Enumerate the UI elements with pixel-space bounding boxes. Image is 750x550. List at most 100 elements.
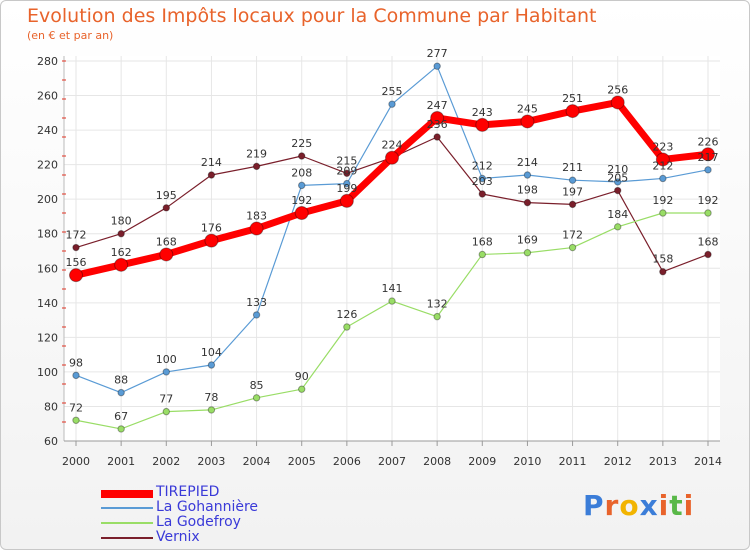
data-label-tirepied: 223 (652, 140, 673, 153)
data-point-tirepied (69, 268, 83, 283)
data-label-vernix: 158 (652, 253, 673, 266)
x-tick-label: 2006 (333, 455, 361, 468)
data-label-tirepied: 199 (336, 182, 357, 195)
x-tick-label: 2004 (243, 455, 271, 468)
x-tick-label: 2001 (107, 455, 135, 468)
data-point-tirepied (701, 147, 715, 162)
data-label-tirepied: 168 (156, 235, 177, 248)
data-label-vernix: 197 (562, 185, 583, 198)
legend-label-tirepied: TIREPIED (156, 484, 220, 500)
data-label-vernix: 214 (201, 156, 222, 169)
data-label-tirepied: 247 (427, 99, 448, 112)
data-point-tirepied (565, 104, 580, 119)
chart-title: Evolution des Impôts locaux pour la Comm… (27, 5, 597, 27)
data-point-vernix (298, 152, 306, 160)
data-label-la-gohanni-re: 104 (201, 346, 222, 359)
data-label-la-gohanni-re: 211 (562, 161, 583, 174)
data-point-la-gohanni-re (523, 171, 532, 179)
y-tick-label: 160 (37, 262, 58, 275)
data-point-la-gohanni-re (704, 166, 712, 174)
data-label-la-gohanni-re: 208 (291, 166, 312, 179)
data-point-vernix (343, 169, 351, 177)
legend: TIREPIED La Gohannière La Godefroy Verni… (101, 484, 321, 546)
data-point-vernix (162, 204, 170, 212)
data-point-tirepied (385, 150, 399, 165)
data-label-la-godefroy: 78 (204, 391, 218, 404)
data-label-tirepied: 243 (472, 106, 493, 119)
data-point-la-gohanni-re (252, 311, 261, 319)
data-point-la-godefroy (433, 312, 441, 321)
data-point-la-gohanni-re (72, 371, 80, 380)
data-label-la-godefroy: 77 (159, 393, 173, 406)
legend-item-la-godefroy[interactable]: La Godefroy (101, 514, 321, 531)
data-label-tirepied: 245 (517, 102, 538, 115)
data-point-la-gohanni-re (433, 62, 441, 70)
y-tick-label: 220 (37, 159, 58, 172)
data-label-la-godefroy: 168 (472, 235, 493, 248)
logo-letter: P (583, 489, 605, 522)
data-point-tirepied (655, 152, 670, 167)
data-point-la-gohanni-re (388, 100, 396, 108)
data-label-la-godefroy: 126 (336, 308, 357, 321)
data-label-vernix: 195 (156, 189, 177, 202)
data-point-vernix (72, 243, 80, 252)
x-tick-label: 2010 (513, 455, 541, 468)
x-tick-label: 2014 (694, 455, 722, 468)
data-point-tirepied (430, 111, 445, 125)
data-label-vernix: 203 (472, 175, 493, 188)
data-label-la-gohanni-re: 255 (382, 85, 403, 98)
data-point-vernix (659, 268, 667, 276)
data-point-tirepied (204, 233, 219, 248)
legend-label-vernix: Vernix (156, 529, 200, 545)
data-point-la-godefroy (252, 394, 261, 402)
data-point-la-godefroy (388, 297, 396, 305)
y-tick-label: 120 (37, 331, 58, 344)
data-point-la-gohanni-re (343, 179, 351, 188)
x-tick-label: 2003 (197, 455, 225, 468)
data-label-la-gohanni-re: 277 (427, 47, 448, 60)
data-label-tirepied: 192 (291, 194, 312, 207)
data-point-la-gohanni-re (568, 176, 577, 184)
legend-label-la-godefroy: La Godefroy (156, 514, 241, 530)
logo-letter: x (639, 489, 659, 522)
data-point-la-gohanni-re (659, 174, 667, 183)
data-point-vernix (568, 200, 577, 209)
data-point-la-gohanni-re (614, 178, 622, 186)
x-tick-label: 2013 (649, 455, 677, 468)
data-point-vernix (252, 162, 261, 171)
data-label-la-gohanni-re: 210 (607, 163, 628, 176)
data-point-vernix (433, 133, 441, 141)
proxiti-logo: Proxiti (583, 489, 694, 522)
y-tick-label: 140 (37, 297, 58, 310)
data-label-la-godefroy: 172 (562, 229, 583, 242)
logo-letter: t (669, 489, 684, 522)
data-label-tirepied: 224 (382, 139, 403, 152)
data-point-la-godefroy (343, 323, 351, 331)
data-label-la-godefroy: 85 (250, 379, 264, 392)
legend-item-vernix[interactable]: Vernix (101, 529, 321, 546)
legend-item-la-gohanniere[interactable]: La Gohannière (101, 499, 321, 516)
x-tick-label: 2012 (604, 455, 632, 468)
data-label-vernix: 219 (246, 147, 267, 160)
y-tick-label: 240 (37, 124, 58, 137)
data-point-tirepied (475, 117, 490, 132)
legend-label-la-gohanniere: La Gohannière (156, 499, 259, 515)
data-label-tirepied: 256 (607, 83, 628, 96)
data-point-la-gohanni-re (478, 174, 486, 183)
data-point-vernix (478, 190, 486, 198)
data-label-la-godefroy: 72 (69, 401, 83, 414)
data-label-la-gohanni-re: 212 (472, 159, 493, 172)
y-tick-label: 100 (37, 366, 58, 379)
x-tick-label: 2005 (288, 455, 316, 468)
legend-item-tirepied[interactable]: TIREPIED (101, 484, 321, 501)
data-label-la-godefroy: 90 (295, 370, 309, 383)
data-label-la-gohanni-re: 98 (69, 356, 83, 369)
data-point-tirepied (114, 257, 129, 272)
logo-letter: o (619, 489, 640, 522)
data-label-vernix: 180 (111, 215, 132, 228)
logo-letter: i (683, 489, 695, 522)
x-tick-label: 2011 (559, 455, 587, 468)
x-tick-label: 2000 (62, 455, 90, 468)
data-point-tirepied (294, 206, 309, 220)
